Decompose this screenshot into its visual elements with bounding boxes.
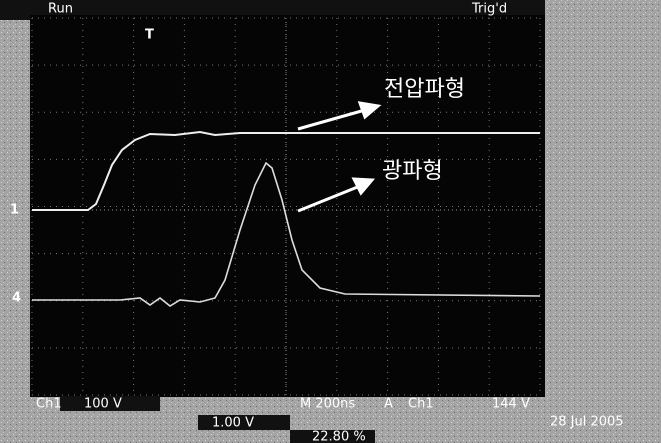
ch4-scale: 1.00 V xyxy=(212,416,254,431)
trigger-source: Ch1 xyxy=(408,397,434,412)
display xyxy=(30,15,545,397)
ch1-scale: 100 V xyxy=(84,397,122,412)
trigger-label: A xyxy=(384,397,393,412)
trigger-marker: T xyxy=(145,28,154,43)
trigger-level: 144 V xyxy=(492,397,530,412)
position: 22.80 % xyxy=(312,430,366,443)
annotation: 전압파형 xyxy=(384,77,465,102)
ch1-label: Ch1 xyxy=(36,397,62,412)
date: 28 Jul 2005 xyxy=(550,415,624,430)
status-trigger: Trig'd xyxy=(471,2,507,17)
status-run: Run xyxy=(48,2,73,17)
ch1-marker: 1 xyxy=(10,203,19,218)
ch4-marker: 4 xyxy=(12,291,21,306)
oscilloscope-screen: 전압파형 광파형 Run Trig'd T 1 4 Ch1 100 V 1.00… xyxy=(0,0,661,443)
timebase: M 200ns xyxy=(300,397,355,412)
annotation: 광파형 xyxy=(382,159,443,184)
